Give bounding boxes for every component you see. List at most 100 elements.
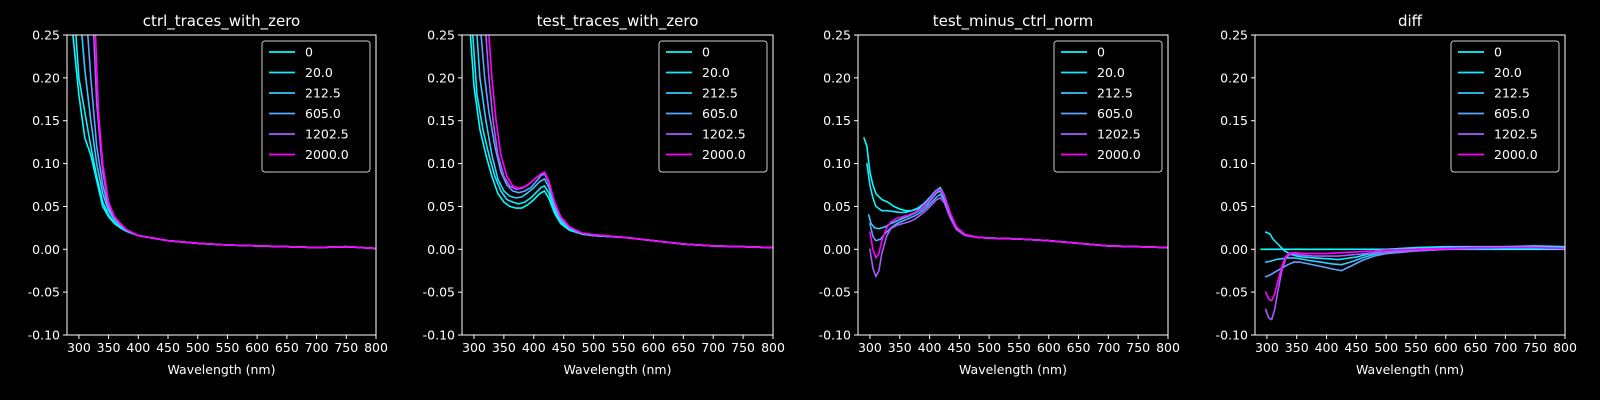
x-tick-label: 550 bbox=[1007, 340, 1031, 355]
y-tick-label: -0.05 bbox=[28, 285, 60, 300]
legend-label: 605.0 bbox=[305, 106, 341, 121]
x-tick-label: 450 bbox=[156, 340, 180, 355]
y-tick-label: 0.10 bbox=[32, 156, 60, 171]
y-tick-label: -0.10 bbox=[28, 328, 60, 343]
legend-label: 20.0 bbox=[305, 65, 333, 80]
legend-label: 1202.5 bbox=[305, 127, 349, 142]
x-tick-label: 500 bbox=[977, 340, 1001, 355]
legend-label: 212.5 bbox=[1097, 86, 1133, 101]
x-tick-label: 350 bbox=[97, 340, 121, 355]
y-tick-label: 0.20 bbox=[427, 70, 455, 85]
legend-label: 2000.0 bbox=[1494, 147, 1538, 162]
legend-label: 2000.0 bbox=[305, 147, 349, 162]
chart-panel-4: 300 350 400 450 500 550 600 650 700 750 800 -0.10 -0… bbox=[1216, 12, 1577, 377]
x-tick-label: 600 bbox=[245, 340, 269, 355]
y-tick-label: 0.05 bbox=[32, 199, 60, 214]
y-tick-label: 0.15 bbox=[823, 113, 851, 128]
chart-panel-3: 300 350 400 450 500 550 600 650 700 750 800 -0.10 -0… bbox=[819, 12, 1180, 377]
x-tick-label: 500 bbox=[582, 340, 606, 355]
legend: 0 20.0 212.5 605.0 1202.5 2000.0 bbox=[261, 40, 371, 173]
x-tick-label: 500 bbox=[1374, 340, 1398, 355]
x-axis-label: Wavelength (nm) bbox=[1356, 362, 1464, 377]
x-axis-label: Wavelength (nm) bbox=[959, 362, 1067, 377]
series-line-6 bbox=[488, 35, 773, 249]
series-line-6 bbox=[1264, 246, 1565, 302]
legend-label: 605.0 bbox=[702, 106, 738, 121]
x-tick-label: 650 bbox=[1067, 340, 1091, 355]
x-tick-label: 750 bbox=[1126, 340, 1150, 355]
y-tick-label: -0.05 bbox=[423, 285, 455, 300]
y-tick-label: 0.25 bbox=[823, 28, 851, 43]
y-tick-label: 0.15 bbox=[1220, 113, 1248, 128]
y-tick-label: 0.10 bbox=[427, 156, 455, 171]
x-tick-label: 800 bbox=[761, 340, 785, 355]
legend-label: 20.0 bbox=[702, 65, 730, 80]
legend-label: 1202.5 bbox=[1097, 127, 1141, 142]
axes-frame bbox=[857, 34, 1169, 336]
series-line-2 bbox=[866, 162, 1168, 249]
y-tick-label: 0.25 bbox=[427, 28, 455, 43]
x-tick-label: 550 bbox=[612, 340, 636, 355]
x-tick-label: 650 bbox=[1464, 340, 1488, 355]
x-tick-label: 550 bbox=[216, 340, 240, 355]
series-line-6 bbox=[869, 188, 1168, 259]
x-tick-label: 650 bbox=[275, 340, 299, 355]
y-tick-label: 0.10 bbox=[823, 156, 851, 171]
y-tick-label: -0.05 bbox=[1216, 285, 1248, 300]
x-tick-label: 750 bbox=[334, 340, 358, 355]
x-tick-label: 450 bbox=[552, 340, 576, 355]
x-tick-label: 400 bbox=[918, 340, 942, 355]
y-tick-label: 0.05 bbox=[427, 199, 455, 214]
x-tick-label: 700 bbox=[701, 340, 725, 355]
y-tick-label: 0.25 bbox=[32, 28, 60, 43]
x-tick-label: 450 bbox=[947, 340, 971, 355]
legend-label: 0 bbox=[702, 45, 710, 60]
x-tick-label: 750 bbox=[731, 340, 755, 355]
x-tick-label: 700 bbox=[1096, 340, 1120, 355]
y-tick-label: -0.10 bbox=[1216, 328, 1248, 343]
y-tick-label: 0.20 bbox=[1220, 70, 1248, 85]
x-tick-label: 750 bbox=[1523, 340, 1547, 355]
legend-box bbox=[261, 40, 371, 173]
legend-label: 2000.0 bbox=[1097, 147, 1141, 162]
x-tick-label: 650 bbox=[671, 340, 695, 355]
legend-box bbox=[1053, 40, 1163, 173]
x-tick-label: 350 bbox=[492, 340, 516, 355]
series-line-6 bbox=[94, 35, 376, 250]
legend-label: 212.5 bbox=[305, 86, 341, 101]
x-tick-label: 400 bbox=[1315, 340, 1339, 355]
x-tick-label: 450 bbox=[1344, 340, 1368, 355]
y-tick-label: 0.25 bbox=[1220, 28, 1248, 43]
x-tick-label: 300 bbox=[858, 340, 882, 355]
chart-title: test_traces_with_zero bbox=[537, 12, 699, 31]
x-tick-label: 300 bbox=[67, 340, 91, 355]
axes-frame bbox=[1254, 34, 1566, 336]
legend-label: 0 bbox=[1494, 45, 1502, 60]
x-tick-label: 600 bbox=[1434, 340, 1458, 355]
y-tick-label: 0.00 bbox=[823, 242, 851, 257]
x-tick-label: 800 bbox=[1156, 340, 1180, 355]
x-tick-label: 300 bbox=[1255, 340, 1279, 355]
x-tick-label: 350 bbox=[888, 340, 912, 355]
plot-area bbox=[1260, 231, 1565, 321]
legend: 0 20.0 212.5 605.0 1202.5 2000.0 bbox=[1450, 40, 1560, 173]
chart-panel-2: 300 350 400 450 500 550 600 650 700 750 800 -0.10 -0… bbox=[423, 12, 785, 377]
y-tick-label: 0.10 bbox=[1220, 156, 1248, 171]
x-tick-label: 400 bbox=[522, 340, 546, 355]
y-tick-label: 0.00 bbox=[427, 242, 455, 257]
legend-label: 20.0 bbox=[1097, 65, 1125, 80]
legend-label: 1202.5 bbox=[702, 127, 746, 142]
x-tick-label: 400 bbox=[126, 340, 150, 355]
x-axis-label: Wavelength (nm) bbox=[564, 362, 672, 377]
legend-label: 20.0 bbox=[1494, 65, 1522, 80]
y-tick-label: 0.00 bbox=[1220, 242, 1248, 257]
chart-title: ctrl_traces_with_zero bbox=[143, 12, 300, 31]
plot-area bbox=[469, 35, 773, 249]
x-tick-label: 500 bbox=[186, 340, 210, 355]
y-tick-label: 0.20 bbox=[32, 70, 60, 85]
plot-area bbox=[72, 35, 376, 250]
legend: 0 20.0 212.5 605.0 1202.5 2000.0 bbox=[1053, 40, 1163, 173]
x-tick-label: 700 bbox=[1493, 340, 1517, 355]
x-tick-label: 350 bbox=[1285, 340, 1309, 355]
